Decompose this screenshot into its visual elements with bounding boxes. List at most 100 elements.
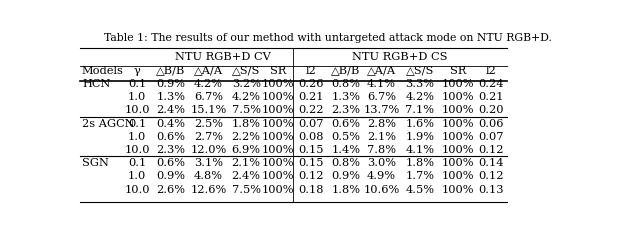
Text: 1.6%: 1.6% bbox=[405, 119, 435, 129]
Text: 0.1: 0.1 bbox=[128, 79, 146, 89]
Text: 0.9%: 0.9% bbox=[156, 171, 185, 182]
Text: 100%: 100% bbox=[442, 171, 474, 182]
Text: 1.3%: 1.3% bbox=[156, 92, 185, 102]
Text: 6.7%: 6.7% bbox=[367, 92, 396, 102]
Text: l2: l2 bbox=[305, 66, 316, 76]
Text: 0.15: 0.15 bbox=[298, 158, 323, 168]
Text: 3.3%: 3.3% bbox=[405, 79, 435, 89]
Text: 100%: 100% bbox=[262, 132, 294, 142]
Text: 0.18: 0.18 bbox=[298, 185, 323, 195]
Text: 10.0: 10.0 bbox=[124, 105, 150, 115]
Text: 0.14: 0.14 bbox=[479, 158, 504, 168]
Text: 0.06: 0.06 bbox=[479, 119, 504, 129]
Text: 1.3%: 1.3% bbox=[332, 92, 360, 102]
Text: 100%: 100% bbox=[442, 132, 474, 142]
Text: △A/A: △A/A bbox=[194, 66, 223, 76]
Text: γ: γ bbox=[134, 66, 140, 76]
Text: 0.24: 0.24 bbox=[479, 79, 504, 89]
Text: 100%: 100% bbox=[262, 92, 294, 102]
Text: 7.5%: 7.5% bbox=[232, 105, 260, 115]
Text: 100%: 100% bbox=[262, 171, 294, 182]
Text: 100%: 100% bbox=[262, 145, 294, 155]
Text: SR: SR bbox=[270, 66, 287, 76]
Text: 100%: 100% bbox=[262, 105, 294, 115]
Text: 1.9%: 1.9% bbox=[405, 132, 435, 142]
Text: 100%: 100% bbox=[262, 158, 294, 168]
Text: 4.5%: 4.5% bbox=[405, 185, 435, 195]
Text: 0.07: 0.07 bbox=[298, 119, 323, 129]
Text: 7.1%: 7.1% bbox=[405, 105, 435, 115]
Text: 2.8%: 2.8% bbox=[367, 119, 396, 129]
Text: 0.8%: 0.8% bbox=[332, 79, 360, 89]
Text: 2.3%: 2.3% bbox=[332, 105, 360, 115]
Text: HCN: HCN bbox=[82, 79, 110, 89]
Text: 0.21: 0.21 bbox=[298, 92, 323, 102]
Text: 0.26: 0.26 bbox=[298, 79, 323, 89]
Text: 2.3%: 2.3% bbox=[156, 145, 185, 155]
Text: SGN: SGN bbox=[82, 158, 109, 168]
Text: 100%: 100% bbox=[442, 92, 474, 102]
Text: 3.1%: 3.1% bbox=[194, 158, 223, 168]
Text: 4.8%: 4.8% bbox=[194, 171, 223, 182]
Text: 1.0: 1.0 bbox=[128, 132, 146, 142]
Text: 4.2%: 4.2% bbox=[405, 92, 435, 102]
Text: 6.7%: 6.7% bbox=[194, 92, 223, 102]
Text: 100%: 100% bbox=[442, 119, 474, 129]
Text: 4.2%: 4.2% bbox=[232, 92, 260, 102]
Text: 3.2%: 3.2% bbox=[232, 79, 260, 89]
Text: 100%: 100% bbox=[262, 119, 294, 129]
Text: SR: SR bbox=[450, 66, 466, 76]
Text: 2.4%: 2.4% bbox=[232, 171, 260, 182]
Text: △A/A: △A/A bbox=[367, 66, 396, 76]
Text: 2.4%: 2.4% bbox=[156, 105, 185, 115]
Text: l2: l2 bbox=[486, 66, 497, 76]
Text: 100%: 100% bbox=[442, 105, 474, 115]
Text: 0.5%: 0.5% bbox=[332, 132, 360, 142]
Text: 2.7%: 2.7% bbox=[194, 132, 223, 142]
Text: 1.7%: 1.7% bbox=[405, 171, 435, 182]
Text: 100%: 100% bbox=[442, 145, 474, 155]
Text: 10.0: 10.0 bbox=[124, 145, 150, 155]
Text: 0.20: 0.20 bbox=[479, 105, 504, 115]
Text: NTU RGB+D CV: NTU RGB+D CV bbox=[175, 52, 271, 62]
Text: 0.13: 0.13 bbox=[479, 185, 504, 195]
Text: 100%: 100% bbox=[442, 79, 474, 89]
Text: 0.6%: 0.6% bbox=[332, 119, 360, 129]
Text: 1.8%: 1.8% bbox=[405, 158, 435, 168]
Text: 0.21: 0.21 bbox=[479, 92, 504, 102]
Text: 0.22: 0.22 bbox=[298, 105, 323, 115]
Text: 0.1: 0.1 bbox=[128, 158, 146, 168]
Text: 0.4%: 0.4% bbox=[156, 119, 185, 129]
Text: 100%: 100% bbox=[262, 79, 294, 89]
Text: 0.12: 0.12 bbox=[479, 145, 504, 155]
Text: 100%: 100% bbox=[442, 158, 474, 168]
Text: NTU RGB+D CS: NTU RGB+D CS bbox=[352, 52, 447, 62]
Text: 2.2%: 2.2% bbox=[232, 132, 260, 142]
Text: 1.8%: 1.8% bbox=[232, 119, 260, 129]
Text: 1.4%: 1.4% bbox=[332, 145, 360, 155]
Text: 0.08: 0.08 bbox=[298, 132, 323, 142]
Text: 6.9%: 6.9% bbox=[232, 145, 260, 155]
Text: △S/S: △S/S bbox=[232, 66, 260, 76]
Text: 2.1%: 2.1% bbox=[232, 158, 260, 168]
Text: 0.6%: 0.6% bbox=[156, 158, 185, 168]
Text: 4.1%: 4.1% bbox=[367, 79, 396, 89]
Text: 0.6%: 0.6% bbox=[156, 132, 185, 142]
Text: 15.1%: 15.1% bbox=[190, 105, 227, 115]
Text: 10.6%: 10.6% bbox=[364, 185, 400, 195]
Text: 2s AGCN: 2s AGCN bbox=[82, 119, 134, 129]
Text: 2.6%: 2.6% bbox=[156, 185, 185, 195]
Text: 12.6%: 12.6% bbox=[190, 185, 227, 195]
Text: 7.8%: 7.8% bbox=[367, 145, 396, 155]
Text: 0.9%: 0.9% bbox=[156, 79, 185, 89]
Text: 0.1: 0.1 bbox=[128, 119, 146, 129]
Text: 0.12: 0.12 bbox=[298, 171, 323, 182]
Text: 100%: 100% bbox=[442, 185, 474, 195]
Text: Models: Models bbox=[82, 66, 124, 76]
Text: 13.7%: 13.7% bbox=[364, 105, 400, 115]
Text: 7.5%: 7.5% bbox=[232, 185, 260, 195]
Text: Table 1: The results of our method with untargeted attack mode on NTU RGB+D.: Table 1: The results of our method with … bbox=[104, 33, 552, 43]
Text: 0.15: 0.15 bbox=[298, 145, 323, 155]
Text: 0.07: 0.07 bbox=[479, 132, 504, 142]
Text: 0.9%: 0.9% bbox=[332, 171, 360, 182]
